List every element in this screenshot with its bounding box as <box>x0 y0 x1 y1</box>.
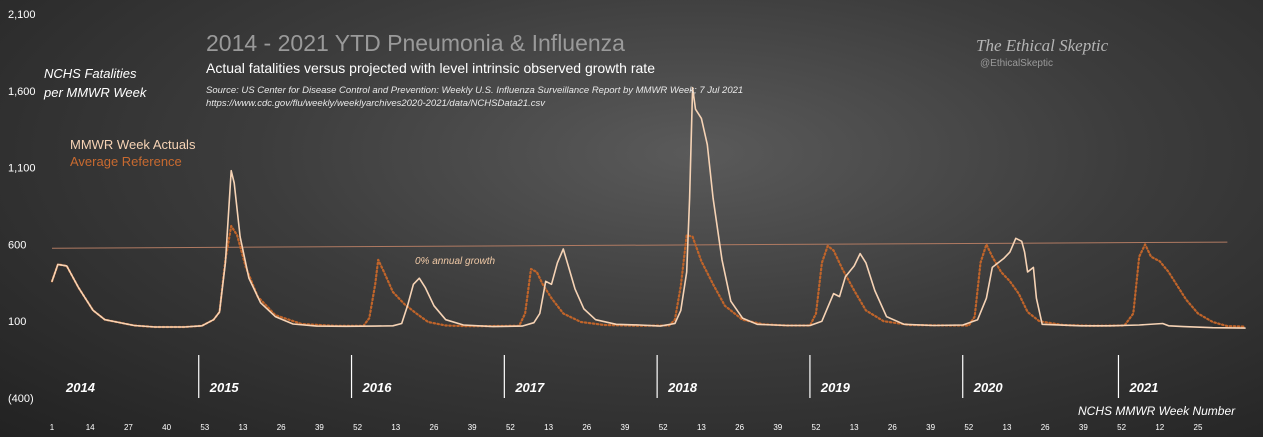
x-tick-label: 13 <box>697 423 706 432</box>
x-tick-label: 40 <box>162 423 171 432</box>
x-tick-label: 39 <box>468 423 477 432</box>
brand-handle: @EthicalSkeptic <box>980 58 1053 69</box>
x-tick-label: 26 <box>277 423 286 432</box>
y-tick-label: (400) <box>8 393 34 405</box>
x-tick-label: 26 <box>735 423 744 432</box>
x-tick-label: 26 <box>430 423 439 432</box>
x-tick-label: 26 <box>582 423 591 432</box>
x-axis: 1 14 27 40 53 13 26 39 52 13 26 39 52 13 26 39 52 13 26 39 5… <box>50 423 1203 432</box>
x-tick-label: 52 <box>659 423 668 432</box>
year-label: 2018 <box>667 380 698 395</box>
x-tick-label: 39 <box>621 423 630 432</box>
x-tick-label: 12 <box>1155 423 1164 432</box>
x-tick-label: 52 <box>353 423 362 432</box>
x-tick-label: 39 <box>926 423 935 432</box>
x-tick-label: 52 <box>506 423 515 432</box>
y-tick-label: 1,100 <box>8 163 36 175</box>
series-lines <box>50 86 1247 329</box>
x-tick-label: 13 <box>850 423 859 432</box>
source-note: Source: US Center for Disease Control an… <box>206 84 743 110</box>
x-tick-label: 39 <box>315 423 324 432</box>
y-tick-label: 100 <box>8 316 26 328</box>
x-tick-label: 13 <box>239 423 248 432</box>
source-line-2: https://www.cdc.gov/flu/weekly/weeklyarc… <box>206 98 545 109</box>
chart-subtitle: Actual fatalities versus projected with … <box>206 60 655 76</box>
year-dividers <box>198 355 1120 398</box>
x-tick-label: 52 <box>964 423 973 432</box>
x-tick-label: 52 <box>1117 423 1126 432</box>
x-tick-label: 26 <box>888 423 897 432</box>
year-label: 2015 <box>209 380 240 395</box>
y-axis-label-line-1: NCHS Fatalities <box>44 66 137 81</box>
y-tick-label: 600 <box>8 239 26 251</box>
source-line-1: Source: US Center for Disease Control an… <box>206 85 744 96</box>
x-tick-label: 14 <box>86 423 95 432</box>
x-tick-label: 53 <box>200 423 209 432</box>
x-tick-label: 27 <box>124 423 133 432</box>
y-axis-label-line-2: per MMWR Week <box>44 85 147 100</box>
y-axis: 2,100 1,600 1,100 600 100 (400) <box>8 9 36 405</box>
chart-title: 2014 - 2021 YTD Pneumonia & Influenza <box>206 30 625 56</box>
x-tick-label: 26 <box>1041 423 1050 432</box>
x-axis-label: NCHS MMWR Week Number <box>1078 404 1236 418</box>
legend-entry-actuals: MMWR Week Actuals <box>70 137 196 152</box>
year-label: 2014 <box>65 380 96 395</box>
series-line-reference <box>50 224 1247 329</box>
y-tick-label: 2,100 <box>8 9 36 21</box>
x-tick-label: 13 <box>544 423 553 432</box>
year-label: 2016 <box>362 380 393 395</box>
x-tick-label: 13 <box>391 423 400 432</box>
year-label: 2017 <box>514 380 545 395</box>
x-tick-label: 1 <box>50 423 55 432</box>
growth-annotation: 0% annual growth <box>415 256 496 267</box>
reference-trend <box>51 241 1228 249</box>
year-label: 2021 <box>1128 380 1158 395</box>
year-label: 2020 <box>973 380 1004 395</box>
year-label: 2019 <box>820 380 851 395</box>
y-axis-label: NCHS Fatalities per MMWR Week <box>44 64 146 102</box>
x-tick-label: 39 <box>1079 423 1088 432</box>
x-tick-label: 52 <box>812 423 821 432</box>
series-line-actuals <box>51 86 1246 329</box>
year-labels: 2014 2015 2016 2017 2018 2019 2020 2021 <box>65 380 1158 395</box>
x-tick-label: 25 <box>1194 423 1203 432</box>
x-tick-label: 39 <box>773 423 782 432</box>
x-tick-label: 13 <box>1003 423 1012 432</box>
brand-logo: The Ethical Skeptic <box>976 36 1109 55</box>
legend-entry-reference: Average Reference <box>70 154 182 169</box>
reference-trend-line <box>51 241 1228 249</box>
y-tick-label: 1,600 <box>8 86 36 98</box>
